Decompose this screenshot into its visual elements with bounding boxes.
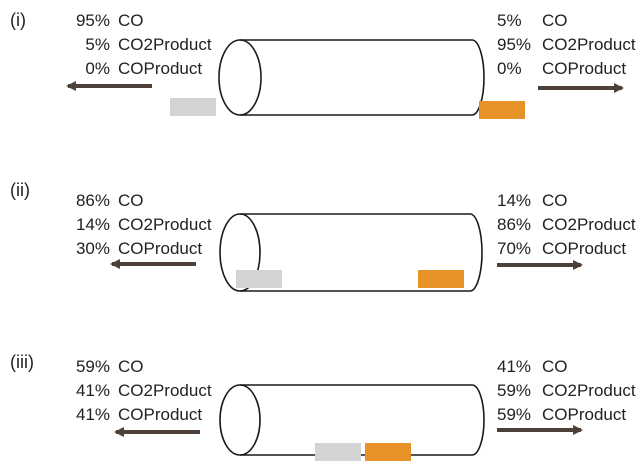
left-pct-co2product: 14%: [76, 215, 110, 234]
left-pct-coproduct: 0%: [85, 59, 110, 78]
right-pct-co2product: 59%: [497, 381, 531, 400]
tube-end-ellipse: [219, 384, 261, 456]
panel-label: (ii): [10, 180, 30, 200]
panel-ii: (ii) 86% CO 14% CO2Product 30% COProduct…: [10, 180, 636, 292]
right-readout: 41% CO 59% CO2Product 59% COProduct: [497, 357, 636, 424]
left-species-co: CO: [118, 357, 144, 376]
right-pct-coproduct: 59%: [497, 405, 531, 424]
left-species-co2product: CO2Product: [118, 35, 212, 54]
tube: [219, 213, 483, 292]
left-readout: 59% CO 41% CO2Product 41% COProduct: [76, 357, 212, 424]
left-pct-co: 59%: [76, 357, 110, 376]
right-pct-coproduct: 70%: [497, 239, 531, 258]
orange-block: [365, 443, 411, 461]
panel-label: (iii): [10, 352, 34, 372]
left-species-co: CO: [118, 191, 144, 210]
panel-i: (i) 95% CO 5% CO2Product 0% COProduct 5%…: [10, 10, 636, 119]
right-pct-co2product: 86%: [497, 215, 531, 234]
left-species-coproduct: COProduct: [118, 405, 202, 424]
left-species-co2product: CO2Product: [118, 215, 212, 234]
left-pct-coproduct: 41%: [76, 405, 110, 424]
tube: [218, 39, 485, 116]
gray-block: [170, 98, 216, 116]
right-pct-co: 14%: [497, 191, 531, 210]
right-readout: 14% CO 86% CO2Product 70% COProduct: [497, 191, 636, 258]
left-pct-co: 86%: [76, 191, 110, 210]
right-pct-co: 41%: [497, 357, 531, 376]
left-pct-coproduct: 30%: [76, 239, 110, 258]
right-species-co: CO: [542, 191, 568, 210]
panel-iii: (iii) 59% CO 41% CO2Product 41% COProduc…: [10, 352, 636, 461]
right-pct-co2product: 95%: [497, 35, 531, 54]
right-species-co2product: CO2Product: [542, 35, 636, 54]
gray-block: [315, 443, 361, 461]
tube-end-ellipse: [219, 213, 261, 292]
left-pct-co: 95%: [76, 11, 110, 30]
left-species-co2product: CO2Product: [118, 381, 212, 400]
right-species-co2product: CO2Product: [542, 215, 636, 234]
tube-end-ellipse: [218, 39, 262, 116]
left-pct-co2product: 41%: [76, 381, 110, 400]
right-species-coproduct: COProduct: [542, 405, 626, 424]
left-species-co: CO: [118, 11, 144, 30]
left-readout: 86% CO 14% CO2Product 30% COProduct: [76, 191, 212, 258]
right-species-co: CO: [542, 11, 568, 30]
right-readout: 5% CO 95% CO2Product 0% COProduct: [497, 11, 636, 78]
panel-label: (i): [10, 10, 26, 30]
right-species-coproduct: COProduct: [542, 59, 626, 78]
right-species-co2product: CO2Product: [542, 381, 636, 400]
gray-block: [236, 270, 282, 288]
orange-block: [479, 101, 525, 119]
right-species-co: CO: [542, 357, 568, 376]
right-pct-co: 5%: [497, 11, 522, 30]
left-readout: 95% CO 5% CO2Product 0% COProduct: [76, 11, 212, 78]
right-species-coproduct: COProduct: [542, 239, 626, 258]
left-species-coproduct: COProduct: [118, 59, 202, 78]
right-pct-coproduct: 0%: [497, 59, 522, 78]
left-species-coproduct: COProduct: [118, 239, 202, 258]
left-pct-co2product: 5%: [85, 35, 110, 54]
orange-block: [418, 270, 464, 288]
